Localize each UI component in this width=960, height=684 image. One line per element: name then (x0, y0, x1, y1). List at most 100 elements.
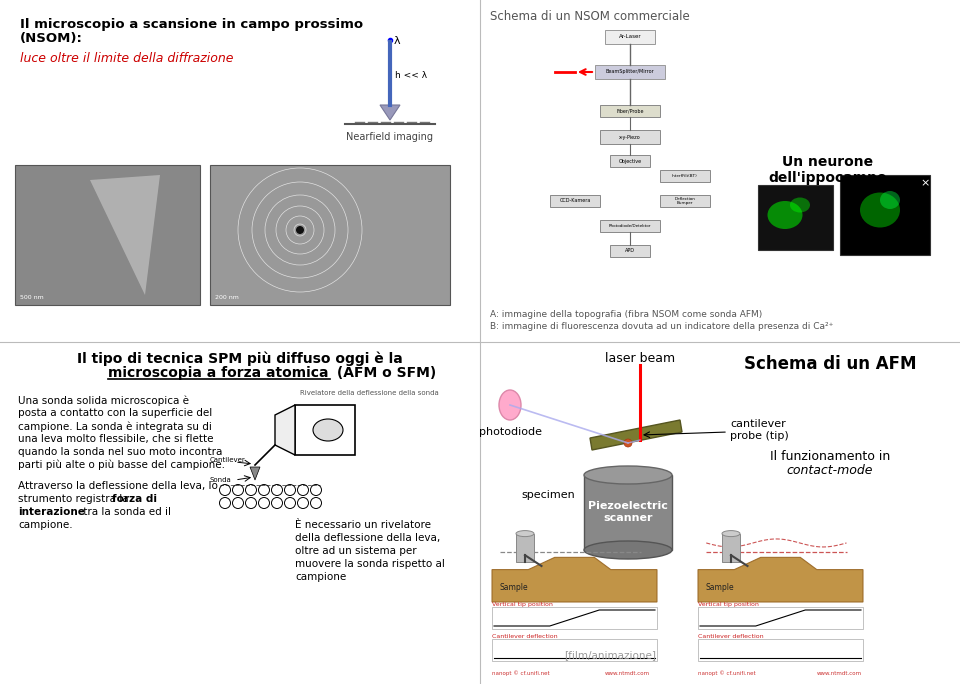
Text: B: immagine di fluorescenza dovuta ad un indicatore della presenza di Ca²⁺: B: immagine di fluorescenza dovuta ad un… (490, 322, 833, 331)
Bar (595, 65, 665, 79)
Circle shape (232, 484, 244, 495)
Circle shape (310, 484, 322, 495)
Text: ×: × (921, 178, 929, 188)
Text: Schema di un AFM: Schema di un AFM (744, 355, 916, 373)
Text: BeamSplitter/Mirror: BeamSplitter/Mirror (606, 70, 655, 75)
Circle shape (220, 497, 230, 508)
Text: muovere la sonda rispetto al: muovere la sonda rispetto al (295, 559, 444, 569)
Text: photodiode: photodiode (478, 427, 541, 437)
Circle shape (246, 497, 256, 508)
Text: Una sonda solida microscopica è: Una sonda solida microscopica è (18, 395, 189, 406)
Bar (610, 245, 650, 257)
Text: strumento registra la: strumento registra la (18, 494, 132, 504)
Bar (15, 165, 200, 305)
Text: h << λ: h << λ (395, 70, 427, 79)
Bar (492, 639, 657, 661)
Circle shape (232, 497, 244, 508)
Text: microscopia a forza atomica: microscopia a forza atomica (108, 366, 328, 380)
Text: tra la sonda ed il: tra la sonda ed il (80, 507, 171, 517)
Text: Nearfield imaging: Nearfield imaging (347, 132, 434, 142)
Circle shape (298, 484, 308, 495)
Text: contact-mode: contact-mode (787, 464, 874, 477)
Text: Piezoelectric
scanner: Piezoelectric scanner (588, 501, 668, 523)
Text: Cantilever deflection: Cantilever deflection (698, 634, 763, 639)
Text: campione.: campione. (18, 520, 73, 530)
Circle shape (298, 497, 308, 508)
Text: APD: APD (625, 248, 635, 254)
Text: InterfFilt(BT): InterfFilt(BT) (672, 174, 698, 178)
Circle shape (284, 484, 296, 495)
Bar (758, 185, 833, 250)
Bar (600, 105, 660, 117)
Text: Vertical tip position: Vertical tip position (698, 602, 758, 607)
Circle shape (272, 484, 282, 495)
Circle shape (624, 439, 632, 447)
Text: Il microscopio a scansione in campo prossimo: Il microscopio a scansione in campo pros… (20, 18, 363, 31)
Polygon shape (90, 175, 160, 295)
Text: Objective: Objective (618, 159, 641, 163)
Text: cantilever
probe (tip): cantilever probe (tip) (730, 419, 789, 440)
Text: λ: λ (394, 36, 400, 46)
Text: della deflessione della leva,: della deflessione della leva, (295, 533, 441, 543)
Text: www.ntmdt.com: www.ntmdt.com (605, 671, 650, 676)
Bar (550, 195, 600, 207)
Polygon shape (275, 405, 295, 455)
Text: [film/animazione]: [film/animazione] (564, 650, 656, 660)
Bar (698, 607, 863, 629)
Bar (600, 220, 660, 232)
Text: Photodiode/Detektor: Photodiode/Detektor (609, 224, 651, 228)
Bar (584, 475, 672, 550)
Circle shape (310, 497, 322, 508)
Text: forza di: forza di (112, 494, 157, 504)
Text: È necessario un rivelatore: È necessario un rivelatore (295, 520, 431, 530)
Text: campione. La sonda è integrata su di: campione. La sonda è integrata su di (18, 421, 212, 432)
Ellipse shape (790, 198, 810, 213)
Text: www.ntmdt.com: www.ntmdt.com (817, 671, 862, 676)
Bar (698, 639, 863, 661)
Bar (295, 405, 355, 455)
Circle shape (258, 484, 270, 495)
Circle shape (220, 484, 230, 495)
Text: Schema di un NSOM commerciale: Schema di un NSOM commerciale (490, 10, 689, 23)
Text: Sample: Sample (500, 583, 529, 592)
Ellipse shape (584, 466, 672, 484)
Bar (516, 534, 534, 562)
Text: Fiber/Probe: Fiber/Probe (616, 109, 644, 114)
Text: quando la sonda nel suo moto incontra: quando la sonda nel suo moto incontra (18, 447, 223, 457)
Circle shape (258, 497, 270, 508)
Bar (492, 607, 657, 629)
Text: laser beam: laser beam (605, 352, 675, 365)
Text: Il tipo di tecnica SPM più diffuso oggi è la: Il tipo di tecnica SPM più diffuso oggi … (77, 352, 403, 367)
Bar (210, 165, 450, 305)
Text: Sample: Sample (706, 583, 734, 592)
Text: Un neurone
dell'ippocampo: Un neurone dell'ippocampo (769, 155, 887, 185)
Ellipse shape (860, 192, 900, 228)
Text: Cantilever: Cantilever (210, 457, 246, 463)
Text: interazione: interazione (18, 507, 84, 517)
Polygon shape (250, 467, 260, 480)
Circle shape (284, 497, 296, 508)
Ellipse shape (722, 531, 740, 537)
Text: 500 nm: 500 nm (20, 295, 44, 300)
Text: Deflection
Bumper: Deflection Bumper (675, 197, 695, 205)
Ellipse shape (313, 419, 343, 441)
Circle shape (246, 484, 256, 495)
Bar (600, 130, 660, 144)
Bar (605, 30, 655, 44)
Ellipse shape (516, 531, 534, 537)
Text: A: immagine della topografia (fibra NSOM come sonda AFM): A: immagine della topografia (fibra NSOM… (490, 310, 762, 319)
Text: oltre ad un sistema per: oltre ad un sistema per (295, 546, 417, 556)
Ellipse shape (499, 390, 521, 420)
Text: nanopt © cf.unifi.net: nanopt © cf.unifi.net (698, 670, 756, 676)
Text: specimen: specimen (521, 490, 575, 500)
Text: parti più alte o più basse del campione.: parti più alte o più basse del campione. (18, 460, 225, 471)
Polygon shape (492, 557, 657, 602)
Text: una leva molto flessibile, che si flette: una leva molto flessibile, che si flette (18, 434, 213, 444)
Ellipse shape (584, 541, 672, 559)
Polygon shape (698, 557, 863, 602)
Bar (722, 534, 740, 562)
Text: Sonda: Sonda (210, 477, 231, 483)
Text: (AFM o SFM): (AFM o SFM) (332, 366, 436, 380)
Text: luce oltre il limite della diffrazione: luce oltre il limite della diffrazione (20, 52, 233, 65)
Text: nanopt © cf.unifi.net: nanopt © cf.unifi.net (492, 670, 550, 676)
